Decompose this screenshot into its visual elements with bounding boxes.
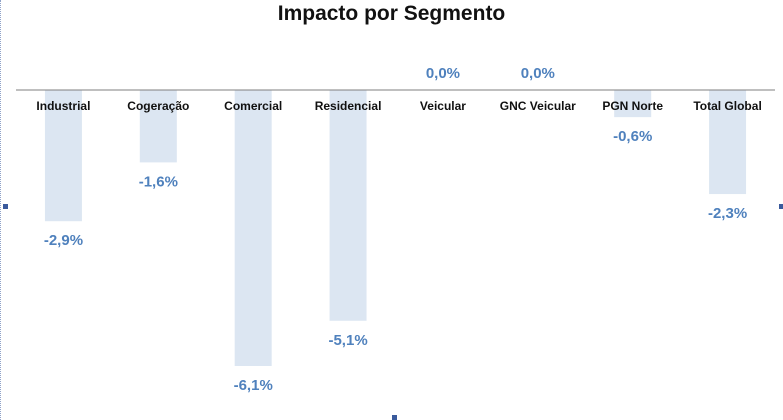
category-label-5: GNC Veicular — [500, 99, 576, 113]
category-label-7: Total Global — [693, 99, 761, 113]
value-label-6: -0,6% — [613, 128, 652, 145]
bar-3 — [329, 90, 367, 321]
value-label-4: 0,0% — [426, 65, 460, 82]
value-label-2: -6,1% — [234, 377, 273, 394]
category-label-2: Comercial — [224, 99, 282, 113]
value-label-5: 0,0% — [521, 65, 555, 82]
bar-6 — [614, 90, 652, 118]
value-label-1: -1,6% — [139, 173, 178, 190]
bar-0 — [44, 90, 82, 222]
value-label-3: -5,1% — [328, 332, 367, 349]
value-label-7: -2,3% — [708, 205, 747, 222]
category-label-4: Veicular — [420, 99, 466, 113]
value-label-0: -2,9% — [44, 232, 83, 249]
category-label-3: Residencial — [315, 99, 382, 113]
bars-layer — [44, 90, 747, 366]
category-label-1: Cogeração — [127, 99, 189, 113]
category-label-0: Industrial — [36, 99, 90, 113]
chart-title: Impacto por Segmento — [277, 2, 506, 25]
bar-7 — [709, 90, 747, 195]
resize-handle-left[interactable] — [3, 204, 8, 209]
bar-2 — [234, 90, 272, 366]
resize-handle-bottom[interactable] — [392, 415, 397, 420]
resize-handle-right[interactable] — [779, 204, 783, 209]
labels-layer: Industrial -2,9% Cogeração -1,6% Comercial -6… — [36, 65, 761, 394]
category-label-6: PGN Norte — [602, 99, 663, 113]
bar-1 — [139, 90, 177, 163]
